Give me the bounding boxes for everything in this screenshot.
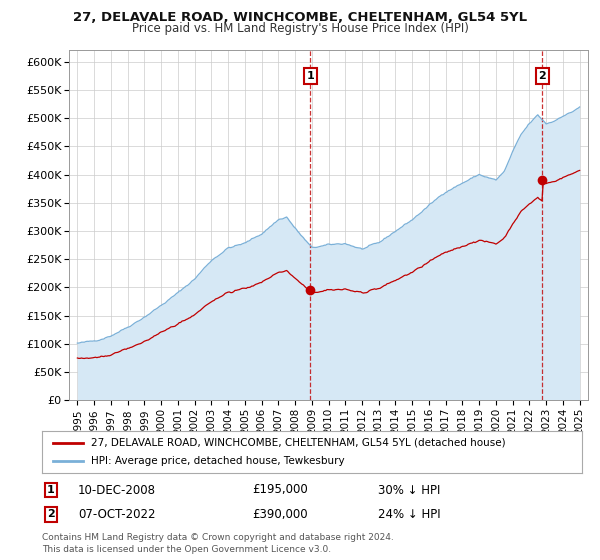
Text: Contains HM Land Registry data © Crown copyright and database right 2024.
This d: Contains HM Land Registry data © Crown c… <box>42 533 394 554</box>
Text: 1: 1 <box>47 485 55 495</box>
Text: 07-OCT-2022: 07-OCT-2022 <box>78 507 155 521</box>
Text: £195,000: £195,000 <box>252 483 308 497</box>
Text: 2: 2 <box>538 71 546 81</box>
Text: 1: 1 <box>307 71 314 81</box>
Text: 24% ↓ HPI: 24% ↓ HPI <box>378 507 440 521</box>
Text: 27, DELAVALE ROAD, WINCHCOMBE, CHELTENHAM, GL54 5YL (detached house): 27, DELAVALE ROAD, WINCHCOMBE, CHELTENHA… <box>91 438 505 448</box>
Text: 10-DEC-2008: 10-DEC-2008 <box>78 483 156 497</box>
Text: 27, DELAVALE ROAD, WINCHCOMBE, CHELTENHAM, GL54 5YL: 27, DELAVALE ROAD, WINCHCOMBE, CHELTENHA… <box>73 11 527 24</box>
Text: 30% ↓ HPI: 30% ↓ HPI <box>378 483 440 497</box>
Text: 2: 2 <box>47 509 55 519</box>
Text: Price paid vs. HM Land Registry's House Price Index (HPI): Price paid vs. HM Land Registry's House … <box>131 22 469 35</box>
Text: HPI: Average price, detached house, Tewkesbury: HPI: Average price, detached house, Tewk… <box>91 456 344 466</box>
Text: £390,000: £390,000 <box>252 507 308 521</box>
